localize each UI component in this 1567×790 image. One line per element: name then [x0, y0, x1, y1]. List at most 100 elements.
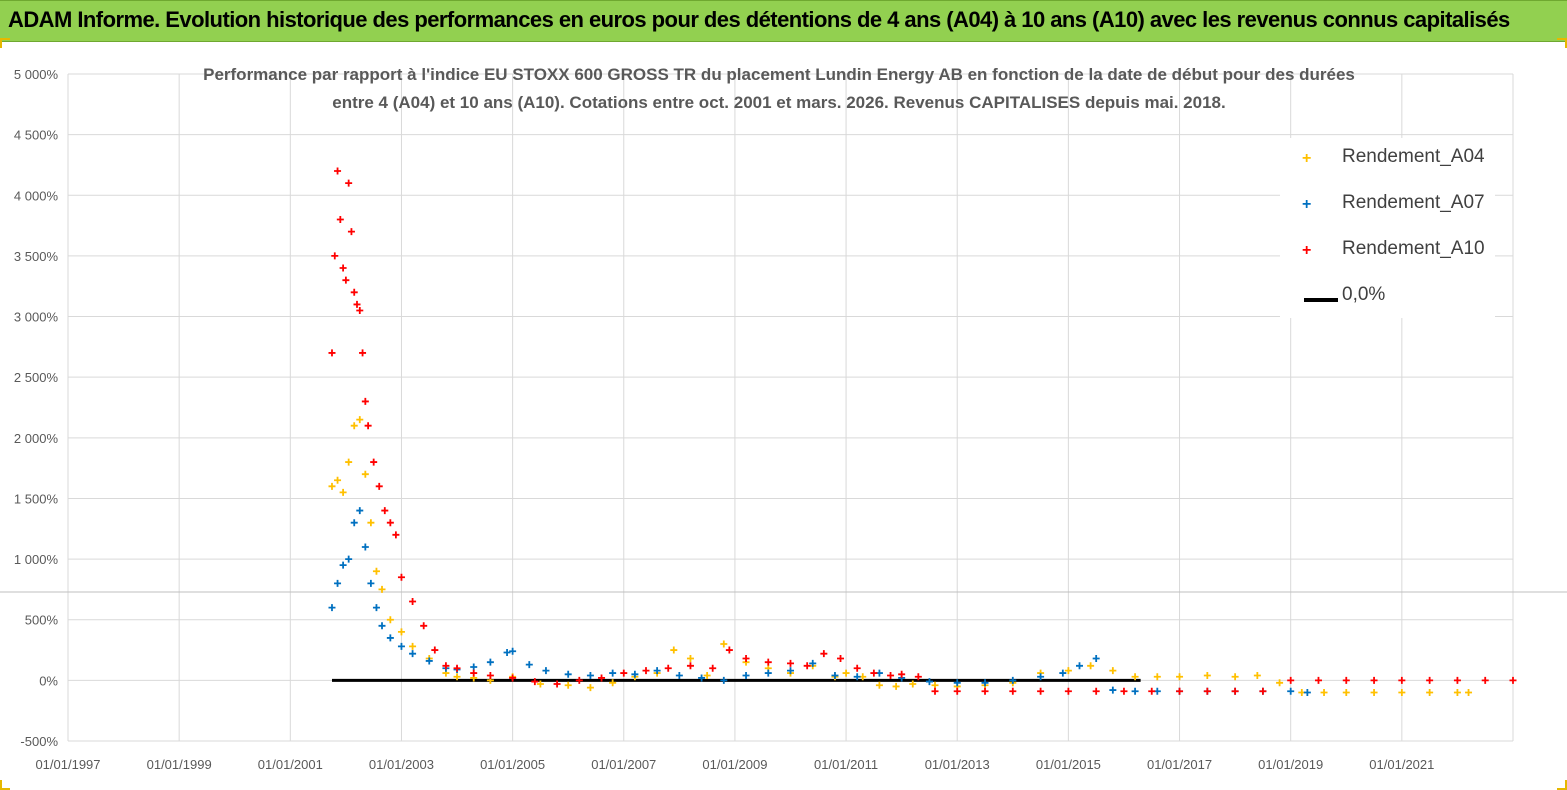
point-Rendement_A04-44: [1064, 667, 1072, 675]
legend-label-a04: Rendement_A04: [1342, 146, 1485, 167]
point-Rendement_A07-9: [378, 622, 386, 630]
chart-marks: [328, 167, 1517, 696]
point-Rendement_A10-15: [375, 482, 383, 490]
point-Rendement_A10-21: [420, 622, 428, 630]
point-Rendement_A10-22: [431, 646, 439, 654]
point-Rendement_A07-32: [787, 667, 794, 675]
point-Rendement_A04-26: [686, 655, 694, 663]
point-Rendement_A07-16: [470, 663, 478, 671]
legend-marker-a10: +: [1302, 242, 1312, 259]
point-Rendement_A07-25: [631, 670, 639, 678]
point-Rendement_A04-3: [345, 458, 353, 466]
legend-line-zero: [1304, 298, 1338, 302]
point-Rendement_A04-11: [397, 628, 405, 636]
series-Rendement_A10: [328, 167, 1517, 695]
point-Rendement_A10-17: [386, 519, 394, 527]
y-tick-label-8: 3 500%: [14, 249, 59, 264]
point-Rendement_A10-69: [1481, 676, 1489, 684]
point-Rendement_A04-27: [703, 672, 711, 680]
point-Rendement_A10-32: [620, 669, 628, 677]
point-Rendement_A10-9: [353, 300, 361, 308]
point-Rendement_A07-39: [953, 679, 961, 687]
chart-grid: [0, 73, 1567, 742]
point-Rendement_A04-45: [1087, 662, 1095, 670]
point-Rendement_A10-46: [887, 672, 895, 680]
point-Rendement_A07-43: [1059, 669, 1067, 677]
corner-mark-top-right: [1557, 38, 1567, 48]
x-tick-label-11: 01/01/2019: [1258, 757, 1323, 772]
point-Rendement_A10-42: [820, 650, 828, 658]
point-Rendement_A10-0: [328, 349, 336, 357]
point-Rendement_A04-28: [720, 640, 728, 648]
point-Rendement_A07-46: [1109, 686, 1117, 694]
point-Rendement_A10-61: [1259, 687, 1267, 695]
point-Rendement_A10-35: [686, 662, 694, 670]
point-Rendement_A04-46: [1109, 667, 1117, 675]
point-Rendement_A07-10: [386, 634, 394, 642]
point-Rendement_A04-7: [367, 519, 375, 527]
point-Rendement_A07-41: [1009, 676, 1017, 684]
point-Rendement_A10-33: [642, 667, 650, 675]
point-Rendement_A07-13: [425, 657, 433, 665]
point-Rendement_A10-2: [334, 167, 342, 175]
point-Rendement_A04-25: [670, 646, 678, 654]
point-Rendement_A04-36: [875, 681, 883, 689]
y-tick-label-1: 0%: [39, 673, 58, 688]
point-Rendement_A04-8: [372, 567, 380, 575]
point-Rendement_A10-26: [486, 672, 494, 680]
point-Rendement_A10-50: [953, 687, 961, 695]
point-Rendement_A10-13: [364, 422, 372, 430]
legend-item-a04: + Rendement_A04: [1280, 146, 1495, 176]
point-Rendement_A07-19: [509, 647, 517, 655]
point-Rendement_A10-41: [803, 662, 811, 670]
point-Rendement_A10-31: [598, 674, 606, 682]
point-Rendement_A10-20: [409, 598, 417, 606]
point-Rendement_A10-64: [1342, 676, 1350, 684]
point-Rendement_A10-67: [1426, 676, 1434, 684]
point-Rendement_A10-68: [1453, 676, 1461, 684]
point-Rendement_A10-34: [664, 664, 672, 672]
banner-title: ADAM Informe. Evolution historique des p…: [8, 7, 1510, 32]
x-tick-label-6: 01/01/2009: [702, 757, 767, 772]
point-Rendement_A10-5: [342, 276, 350, 284]
y-tick-label-2: 500%: [25, 613, 59, 628]
point-Rendement_A10-6: [345, 179, 353, 187]
point-Rendement_A04-59: [1426, 688, 1434, 696]
point-Rendement_A07-44: [1076, 662, 1083, 670]
legend-item-a10: + Rendement_A10: [1280, 238, 1495, 268]
point-Rendement_A07-33: [809, 659, 817, 667]
point-Rendement_A10-55: [1092, 687, 1100, 695]
point-Rendement_A10-52: [1009, 687, 1017, 695]
point-Rendement_A07-30: [742, 672, 750, 680]
point-Rendement_A04-48: [1153, 673, 1161, 681]
point-Rendement_A07-53: [1287, 687, 1295, 695]
y-tick-label-7: 3 000%: [14, 310, 59, 325]
point-Rendement_A07-5: [356, 507, 364, 515]
y-tick-label-6: 2 500%: [14, 370, 59, 385]
point-Rendement_A10-11: [359, 349, 367, 357]
point-Rendement_A07-20: [525, 661, 533, 669]
point-Rendement_A07-31: [764, 669, 772, 677]
point-Rendement_A04-61: [1465, 688, 1473, 696]
y-tick-label-3: 1 000%: [14, 552, 59, 567]
x-tick-label-3: 01/01/2003: [369, 757, 434, 772]
point-Rendement_A10-57: [1148, 687, 1156, 695]
point-Rendement_A04-53: [1276, 679, 1284, 687]
point-Rendement_A04-56: [1342, 688, 1350, 696]
point-Rendement_A10-59: [1203, 687, 1211, 695]
point-Rendement_A10-7: [347, 228, 355, 236]
x-tick-label-0: 01/01/1997: [35, 757, 100, 772]
point-Rendement_A07-0: [328, 604, 336, 612]
y-tick-label-9: 4 000%: [14, 188, 59, 203]
point-Rendement_A07-40: [981, 679, 989, 687]
point-Rendement_A10-53: [1037, 687, 1045, 695]
point-Rendement_A04-38: [909, 680, 917, 688]
point-Rendement_A04-55: [1320, 688, 1328, 696]
chart-legend: + Rendement_A04 + Rendement_A07 + Rendem…: [1280, 138, 1495, 318]
point-Rendement_A10-37: [725, 646, 733, 654]
point-Rendement_A07-11: [397, 642, 405, 650]
x-tick-label-9: 01/01/2015: [1036, 757, 1101, 772]
point-Rendement_A10-8: [350, 288, 358, 296]
point-Rendement_A04-1: [334, 476, 342, 484]
point-Rendement_A10-66: [1398, 676, 1406, 684]
